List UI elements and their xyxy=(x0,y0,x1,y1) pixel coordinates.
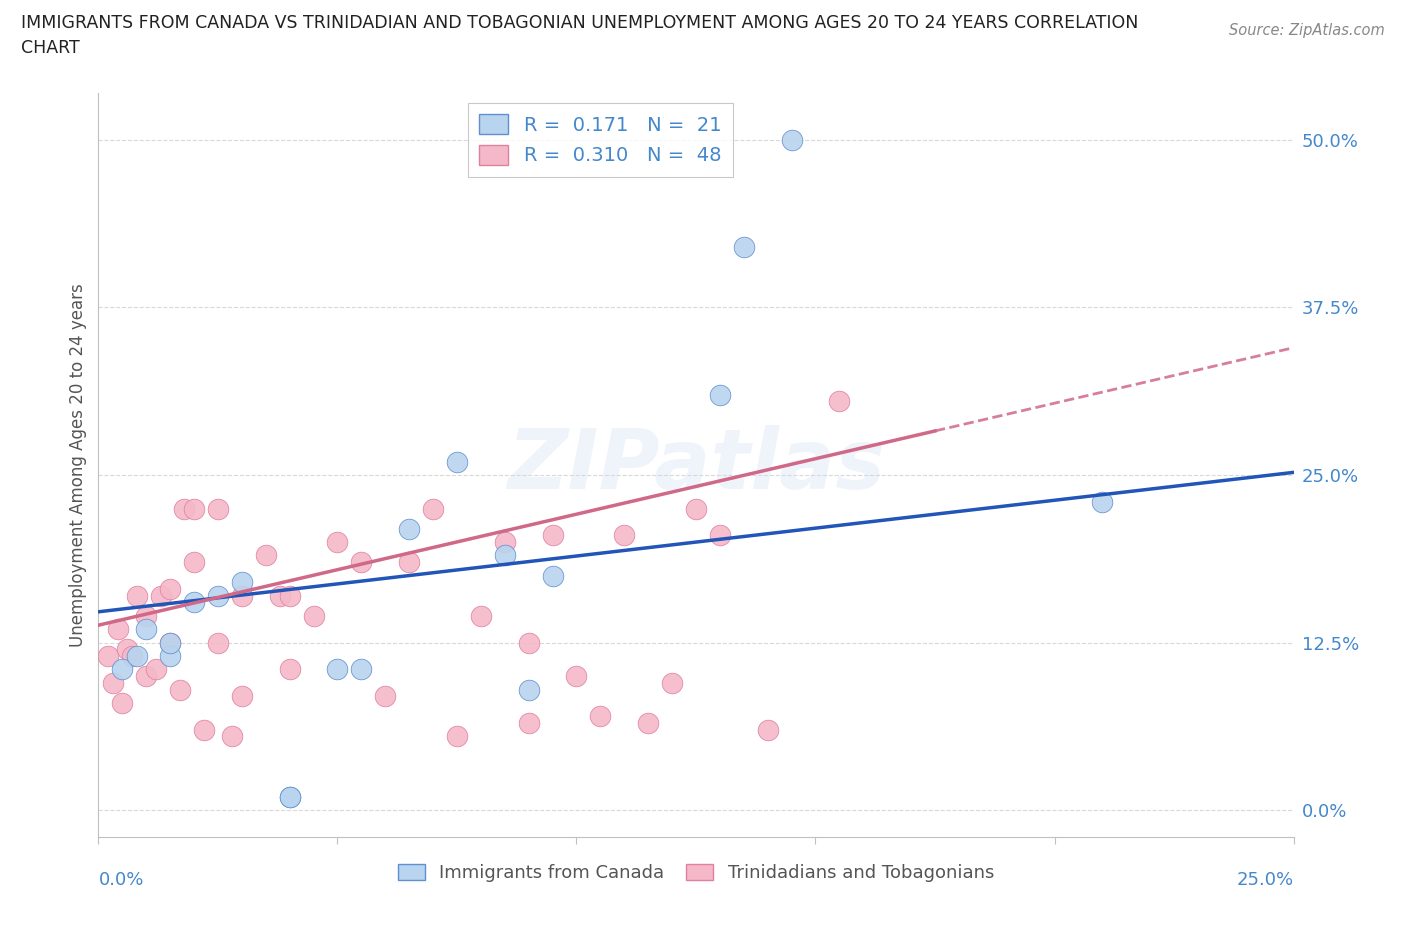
Point xyxy=(278,662,301,677)
Point xyxy=(207,589,229,604)
Point xyxy=(145,662,167,677)
Point xyxy=(149,589,172,604)
Point xyxy=(326,535,349,550)
Point xyxy=(111,696,134,711)
Point xyxy=(470,608,492,623)
Point xyxy=(125,648,148,663)
Point xyxy=(193,723,215,737)
Point xyxy=(398,521,420,536)
Point xyxy=(446,454,468,469)
Point xyxy=(709,387,731,402)
Point xyxy=(780,132,803,147)
Point xyxy=(254,548,277,563)
Point xyxy=(111,662,134,677)
Point xyxy=(121,648,143,663)
Point xyxy=(159,635,181,650)
Point xyxy=(135,608,157,623)
Text: IMMIGRANTS FROM CANADA VS TRINIDADIAN AND TOBAGONIAN UNEMPLOYMENT AMONG AGES 20 : IMMIGRANTS FROM CANADA VS TRINIDADIAN AN… xyxy=(21,14,1139,32)
Point xyxy=(1091,495,1114,510)
Text: 0.0%: 0.0% xyxy=(98,870,143,888)
Point xyxy=(207,501,229,516)
Point xyxy=(637,715,659,730)
Point xyxy=(302,608,325,623)
Point xyxy=(494,548,516,563)
Point xyxy=(278,790,301,804)
Point xyxy=(159,581,181,596)
Point xyxy=(278,589,301,604)
Point xyxy=(661,675,683,690)
Point xyxy=(350,555,373,570)
Point xyxy=(231,589,253,604)
Text: Source: ZipAtlas.com: Source: ZipAtlas.com xyxy=(1229,23,1385,38)
Point xyxy=(115,642,138,657)
Point xyxy=(101,675,124,690)
Point xyxy=(278,790,301,804)
Point xyxy=(494,535,516,550)
Point xyxy=(159,635,181,650)
Point xyxy=(733,240,755,255)
Text: ZIPatlas: ZIPatlas xyxy=(508,424,884,506)
Point xyxy=(183,501,205,516)
Point xyxy=(446,729,468,744)
Point xyxy=(207,635,229,650)
Point xyxy=(97,648,120,663)
Point xyxy=(756,723,779,737)
Point xyxy=(169,682,191,697)
Point xyxy=(125,589,148,604)
Point xyxy=(350,662,373,677)
Point xyxy=(517,715,540,730)
Point xyxy=(828,394,851,409)
Point xyxy=(231,689,253,704)
Point xyxy=(517,635,540,650)
Point xyxy=(541,568,564,583)
Point xyxy=(221,729,243,744)
Point xyxy=(709,528,731,543)
Point xyxy=(183,555,205,570)
Point xyxy=(159,648,181,663)
Point xyxy=(685,501,707,516)
Point xyxy=(589,709,612,724)
Y-axis label: Unemployment Among Ages 20 to 24 years: Unemployment Among Ages 20 to 24 years xyxy=(69,283,87,647)
Point xyxy=(422,501,444,516)
Point xyxy=(135,622,157,637)
Text: 25.0%: 25.0% xyxy=(1236,870,1294,888)
Legend: Immigrants from Canada, Trinidadians and Tobagonians: Immigrants from Canada, Trinidadians and… xyxy=(389,855,1002,891)
Point xyxy=(517,682,540,697)
Point xyxy=(565,669,588,684)
Point xyxy=(269,589,291,604)
Point xyxy=(183,595,205,610)
Point xyxy=(374,689,396,704)
Point xyxy=(135,669,157,684)
Point xyxy=(231,575,253,590)
Point xyxy=(326,662,349,677)
Point xyxy=(173,501,195,516)
Point xyxy=(613,528,636,543)
Point xyxy=(398,555,420,570)
Point xyxy=(107,622,129,637)
Point xyxy=(541,528,564,543)
Text: CHART: CHART xyxy=(21,39,80,57)
